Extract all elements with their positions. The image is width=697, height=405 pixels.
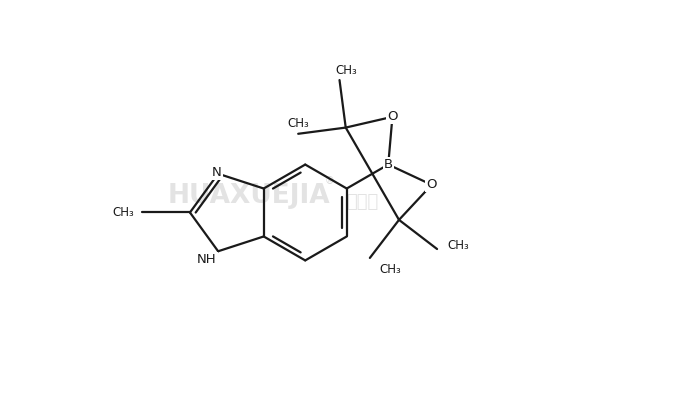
- Text: CH₃: CH₃: [112, 206, 134, 219]
- Text: CH₃: CH₃: [447, 239, 469, 252]
- Text: CH₃: CH₃: [287, 117, 309, 130]
- Text: N: N: [212, 166, 222, 179]
- Text: O: O: [427, 178, 437, 191]
- Text: CH₃: CH₃: [335, 64, 357, 77]
- Text: B: B: [383, 158, 393, 171]
- Text: O: O: [387, 110, 398, 123]
- Text: ®: ®: [325, 176, 335, 186]
- Text: NH: NH: [197, 253, 217, 266]
- Text: CH₃: CH₃: [380, 263, 401, 276]
- Text: HUAXUEJIA: HUAXUEJIA: [167, 183, 330, 209]
- Text: 化学加: 化学加: [346, 194, 378, 211]
